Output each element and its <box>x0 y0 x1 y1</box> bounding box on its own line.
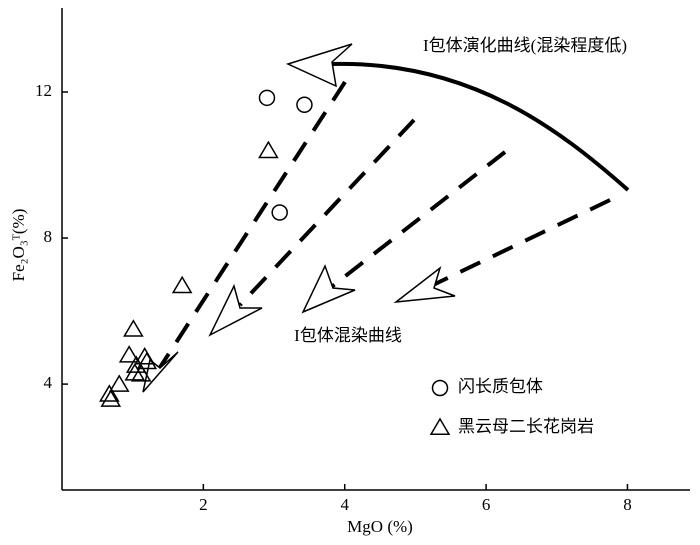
evolution-curve <box>329 61 630 192</box>
x-tick-label: 6 <box>482 495 491 514</box>
legend-marker <box>429 417 451 436</box>
x-tick-label: 2 <box>199 495 208 514</box>
arrow-head <box>142 351 179 393</box>
x-tick-label: 8 <box>623 495 632 514</box>
annotation: I包体演化曲线(混染程度低) <box>423 36 627 55</box>
point <box>100 389 122 407</box>
legend-label: 黑云母二长花岗岩 <box>458 417 594 436</box>
arrow-head <box>301 264 356 314</box>
arrow-head <box>393 265 456 304</box>
arrow-head <box>285 43 353 88</box>
mixing-curve <box>432 198 611 287</box>
point <box>136 351 158 370</box>
point <box>258 140 279 159</box>
x-axis-title: MgO (%) <box>347 517 413 536</box>
y-tick-label: 12 <box>35 81 52 100</box>
legend-label: 闪长质包体 <box>458 377 543 396</box>
point <box>296 96 313 114</box>
arrow-head <box>208 283 263 337</box>
point <box>108 374 130 392</box>
point <box>258 89 276 107</box>
curves <box>142 43 630 393</box>
point <box>271 204 288 221</box>
point <box>171 275 193 294</box>
mixing-curve <box>238 118 416 307</box>
mixing-curve <box>328 150 507 290</box>
point <box>118 345 140 363</box>
point <box>123 319 144 337</box>
y-axis-title: Fe₂O₃ᵀ(%) <box>9 209 28 282</box>
point <box>130 364 152 382</box>
legend-marker <box>431 379 449 397</box>
y-tick-label: 4 <box>44 373 53 392</box>
annotation: I包体混染曲线 <box>294 326 402 345</box>
x-tick-label: 4 <box>340 495 349 514</box>
y-tick-label: 8 <box>44 227 53 246</box>
point <box>99 384 120 402</box>
mixing-curve <box>153 80 347 377</box>
